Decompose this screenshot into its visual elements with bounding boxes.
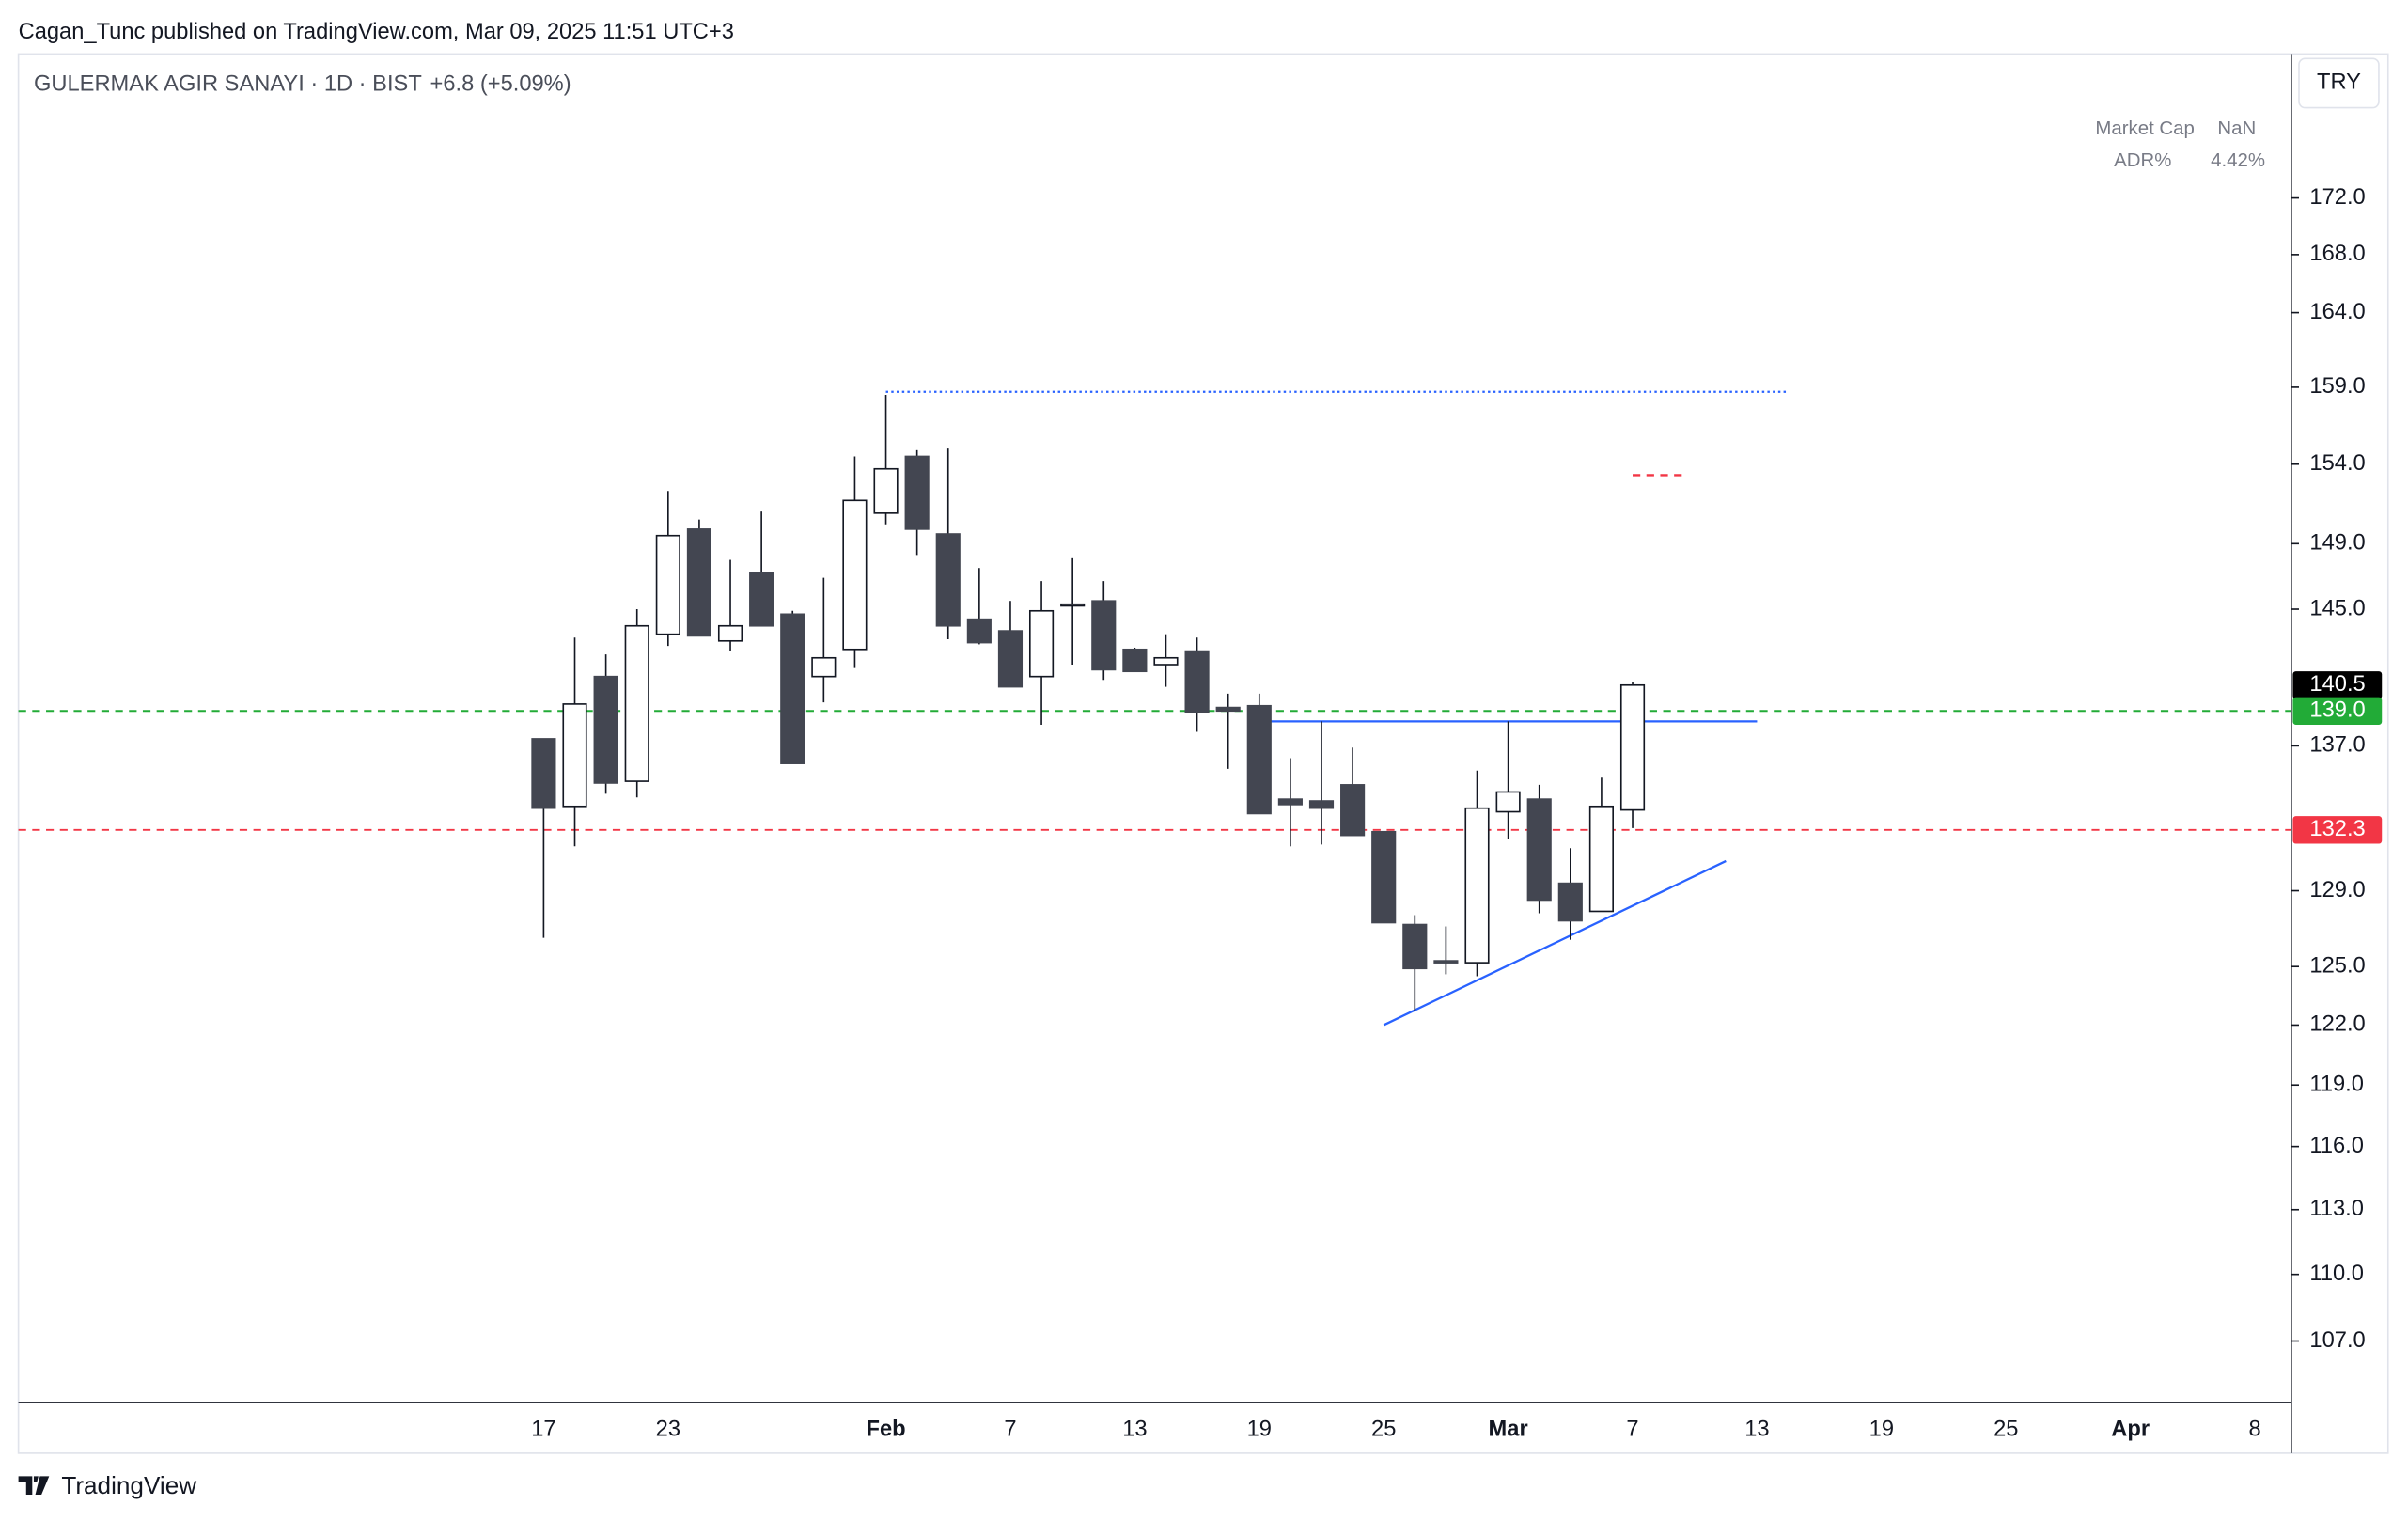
y-tick-label: 110.0 [2309,1262,2364,1286]
x-tick-label: 7 [1004,1418,1016,1442]
candle-body [1371,830,1397,924]
y-tick-label: 119.0 [2309,1072,2364,1096]
y-tick-label: 168.0 [2309,242,2365,266]
candle-body [1588,805,1614,913]
candle-body [1153,656,1179,666]
candle-body [1495,791,1521,813]
candle-body [1277,798,1303,806]
indicator-label: ADR% [2114,150,2171,171]
indicator-value: 4.42% [2211,150,2265,171]
y-tick-label: 149.0 [2309,531,2365,556]
symbol-change: +6.8 (+5.09%) [430,71,571,96]
x-tick-label: 7 [1626,1418,1638,1442]
brand: TradingView [61,1471,196,1499]
candle-body [1246,704,1272,815]
y-tick-label: 154.0 [2309,451,2365,476]
candle-body [1402,923,1428,970]
x-tick-label: 19 [1869,1418,1894,1442]
frame [17,53,2389,1454]
candle-body [842,499,868,651]
x-tick-label: 8 [2249,1418,2261,1442]
candle-body [1340,784,1366,837]
candle-body [1215,706,1241,713]
y-tick-label: 122.0 [2309,1012,2365,1037]
publish-info: Cagan_Tunc published on TradingView.com,… [19,20,734,44]
x-tick-label: Feb [866,1418,905,1442]
candle-body [655,534,680,635]
y-tick-label: 113.0 [2309,1197,2364,1221]
price-label-bg [2292,816,2383,844]
currency[interactable]: TRY [2317,71,2361,95]
price-label-bg [2292,671,2383,699]
y-tick-label: 164.0 [2309,300,2365,324]
x-tick-label: 25 [1371,1418,1396,1442]
price-label: 132.3 [2309,817,2365,841]
y-tick-label: 116.0 [2309,1134,2364,1158]
candle-body [1122,648,1148,673]
candle-body [811,656,837,678]
candle-body [717,624,743,642]
x-tick-label: 13 [1122,1418,1147,1442]
x-tick-label: 13 [1744,1418,1769,1442]
y-tick-label: 172.0 [2309,185,2365,210]
candle-body [904,455,930,530]
x-tick-label: Apr [2111,1418,2150,1442]
x-tick-label: 17 [531,1418,555,1442]
x-tick-label: 19 [1247,1418,1272,1442]
brand-logo [18,1476,50,1496]
y-tick-label: 125.0 [2309,953,2365,978]
candle-body [1060,603,1086,607]
candle-body [1557,882,1583,922]
candle-body [997,630,1024,688]
candle-body [780,613,805,764]
candle-body [1028,609,1055,678]
price-label: 140.5 [2309,672,2365,697]
y-tick-label: 145.0 [2309,596,2365,620]
candle-body [1433,960,1459,964]
y-tick-label: 107.0 [2309,1328,2365,1353]
x-tick-label: Mar [1489,1418,1528,1442]
candle-body [1091,600,1117,671]
candle-body [1464,807,1490,964]
candle-body [1184,650,1210,713]
indicator-label: Market Cap [2095,118,2194,139]
candle-body [873,467,899,514]
drawing-line [1383,859,1727,1027]
price-label: 139.0 [2309,698,2365,723]
symbol-title: GULERMAK AGIR SANAYI · 1D · BIST [34,71,422,96]
candle-body [562,703,587,808]
candle-body [1308,800,1335,809]
price-label-bg [2292,697,2383,725]
x-tick-label: 23 [656,1418,680,1442]
candle-body [1526,798,1552,902]
candle-body [935,533,961,627]
candle-body [749,572,774,627]
candle-body [966,618,992,644]
candle-body [686,528,711,637]
y-tick-label: 159.0 [2309,374,2365,399]
candle-body [624,624,649,782]
indicator-value: NaN [2217,118,2256,139]
y-tick-label: 137.0 [2309,733,2365,758]
candle-body [531,738,556,809]
candle-body [1619,683,1646,811]
candle-body [593,675,618,784]
x-tick-label: 25 [1994,1418,2018,1442]
y-tick-label: 129.0 [2309,878,2365,902]
currency-button[interactable] [2298,57,2380,109]
